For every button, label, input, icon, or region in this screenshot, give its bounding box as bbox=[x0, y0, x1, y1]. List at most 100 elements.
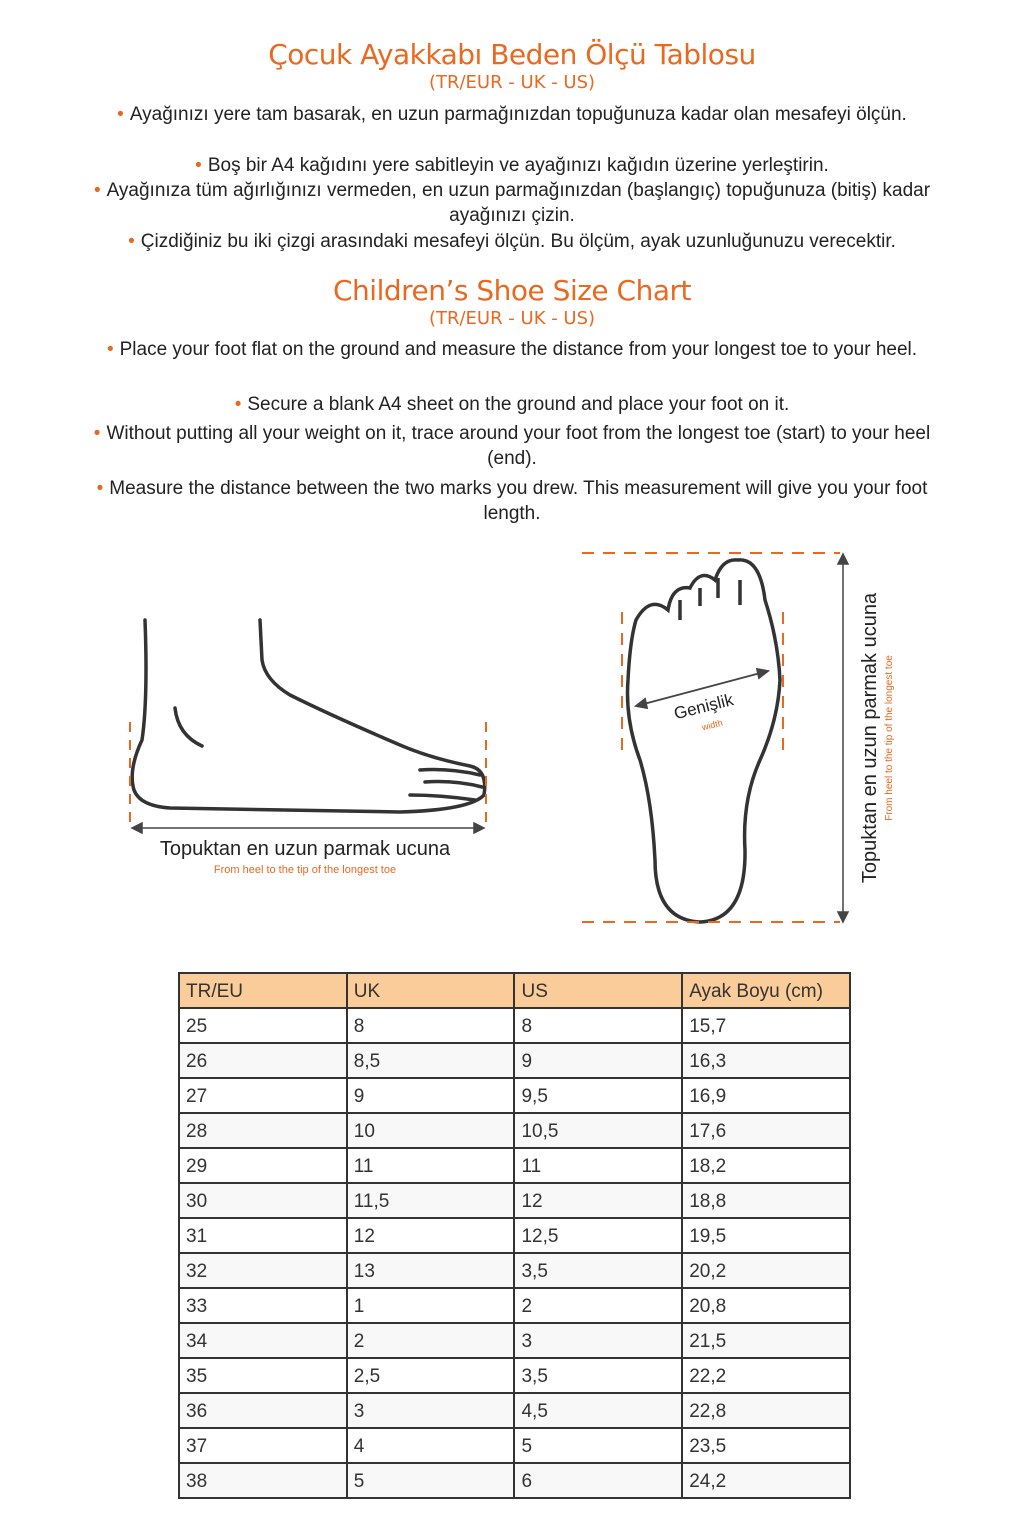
table-cell: 27 bbox=[178, 1077, 348, 1114]
table-cell: 15,7 bbox=[681, 1007, 851, 1044]
table-row: 38 5 6 24,2 bbox=[178, 1462, 851, 1499]
table-cell: 4,5 bbox=[513, 1392, 684, 1429]
table-cell: 25 bbox=[178, 1007, 348, 1044]
table-cell: 18,8 bbox=[681, 1182, 851, 1219]
table-row: 37 4 5 23,5 bbox=[178, 1427, 851, 1464]
table-cell: 16,3 bbox=[681, 1042, 851, 1079]
table-cell: 1 bbox=[345, 1287, 516, 1324]
tr-step-text: Boş bir A4 kağıdını yere sabitleyin ve a… bbox=[207, 155, 829, 176]
table-cell: 30 bbox=[178, 1182, 348, 1219]
table-cell: 9,5 bbox=[513, 1077, 684, 1114]
table-cell: 26 bbox=[178, 1042, 348, 1079]
table-cell: 3,5 bbox=[513, 1357, 684, 1394]
table-row: 33 1 2 20,8 bbox=[178, 1287, 851, 1324]
table-header-row: TR/EU UK US Ayak Boyu (cm) bbox=[178, 972, 851, 1009]
side-label: Topuktan en uzun parmak ucuna bbox=[159, 838, 451, 860]
tr-step-text: Çizdiğiniz bu iki çizgi arasındaki mesaf… bbox=[140, 231, 896, 252]
side-sublabel: From heel to the tip of the longest toe bbox=[213, 864, 397, 876]
table-cell: 12,5 bbox=[513, 1217, 684, 1254]
table-cell: 33 bbox=[178, 1287, 348, 1324]
table-row: 32 13 3,5 20,2 bbox=[178, 1252, 851, 1289]
table-cell: 18,2 bbox=[681, 1147, 851, 1184]
en-step: • Measure the distance between the two ma… bbox=[96, 478, 928, 524]
tr-step: • Çizdiğiniz bu iki çizgi arasındaki mesa… bbox=[128, 231, 896, 252]
width-sublabel: width bbox=[700, 718, 724, 733]
table-cell: 10,5 bbox=[513, 1112, 684, 1149]
table-cell: 29 bbox=[178, 1147, 348, 1184]
table-cell: 8 bbox=[513, 1007, 684, 1044]
width-arrow bbox=[633, 667, 771, 710]
table-cell: 37 bbox=[178, 1427, 348, 1464]
table-cell: 28 bbox=[178, 1112, 348, 1149]
table-cell: 35 bbox=[178, 1357, 348, 1394]
header-us: US bbox=[513, 972, 684, 1009]
sole-dashed-guides bbox=[582, 552, 840, 923]
table-cell: 20,2 bbox=[681, 1252, 851, 1289]
table-cell: 6 bbox=[513, 1462, 684, 1499]
tr-step-text: Ayağınızı yere tam basarak, en uzun parm… bbox=[129, 104, 907, 125]
en-step-text: Without putting all your weight on it, t… bbox=[106, 423, 931, 469]
table-cell: 12 bbox=[345, 1217, 516, 1254]
tr-title: Çocuk Ayakkabı Beden Ölçü Tablosu bbox=[268, 38, 756, 71]
tr-subtitle: (TR/EUR - UK - US) bbox=[428, 72, 596, 93]
size-table: TR/EU UK US Ayak Boyu (cm) 25 8 8 15,7 26 8,5… bbox=[178, 972, 851, 1499]
table-row: 36 3 4,5 22,8 bbox=[178, 1392, 851, 1429]
table-row: 26 8,5 9 16,3 bbox=[178, 1042, 851, 1079]
header-foot-length: Ayak Boyu (cm) bbox=[681, 972, 851, 1009]
width-label: Genişlik bbox=[672, 690, 736, 723]
table-row: 28 10 10,5 17,6 bbox=[178, 1112, 851, 1149]
table-row: 30 11,5 12 18,8 bbox=[178, 1182, 851, 1219]
table-cell: 11 bbox=[345, 1147, 516, 1184]
tr-step: • Ayağınızı yere tam basarak, en uzun par… bbox=[117, 104, 907, 125]
table-cell: 10 bbox=[345, 1112, 516, 1149]
sole-illustration bbox=[625, 558, 782, 924]
table-cell: 8 bbox=[345, 1007, 516, 1044]
table-cell: 2 bbox=[513, 1287, 684, 1324]
en-step-text: Secure a blank A4 sheet on the ground an… bbox=[247, 394, 790, 415]
table-cell: 16,9 bbox=[681, 1077, 851, 1114]
length-arrow bbox=[836, 552, 850, 924]
table-cell: 3 bbox=[513, 1322, 684, 1359]
table-cell: 5 bbox=[345, 1462, 516, 1499]
table-row: 31 12 12,5 19,5 bbox=[178, 1217, 851, 1254]
table-cell: 3,5 bbox=[513, 1252, 684, 1289]
tr-step: • Boş bir A4 kağıdını yere sabitleyin ve … bbox=[195, 155, 829, 176]
tr-step: • Ayağınıza tüm ağırlığınızı vermeden, en… bbox=[93, 180, 931, 226]
en-step-text: Measure the distance between the two mar… bbox=[109, 478, 928, 524]
table-cell: 21,5 bbox=[681, 1322, 851, 1359]
table-cell: 38 bbox=[178, 1462, 348, 1499]
table-cell: 17,6 bbox=[681, 1112, 851, 1149]
table-row: 35 2,5 3,5 22,2 bbox=[178, 1357, 851, 1394]
table-row: 29 11 11 18,2 bbox=[178, 1147, 851, 1184]
table-cell: 20,8 bbox=[681, 1287, 851, 1324]
table-cell: 22,8 bbox=[681, 1392, 851, 1429]
table-cell: 12 bbox=[513, 1182, 684, 1219]
en-step: • Place your foot flat on the ground and … bbox=[106, 339, 918, 360]
table-cell: 34 bbox=[178, 1322, 348, 1359]
table-cell: 3 bbox=[345, 1392, 516, 1429]
en-subtitle: (TR/EUR - UK - US) bbox=[428, 308, 596, 329]
table-cell: 19,5 bbox=[681, 1217, 851, 1254]
table-cell: 9 bbox=[345, 1077, 516, 1114]
side-foot-illustration bbox=[130, 618, 487, 814]
table-cell: 2 bbox=[345, 1322, 516, 1359]
table-cell: 4 bbox=[345, 1427, 516, 1464]
side-length-arrow bbox=[130, 821, 486, 835]
header-tr-eu: TR/EU bbox=[178, 972, 348, 1009]
length-label: Topuktan en uzun parmak ucuna bbox=[859, 592, 881, 883]
table-cell: 32 bbox=[178, 1252, 348, 1289]
header-uk: UK bbox=[345, 972, 516, 1009]
table-cell: 36 bbox=[178, 1392, 348, 1429]
table-cell: 11,5 bbox=[345, 1182, 516, 1219]
table-cell: 24,2 bbox=[681, 1462, 851, 1499]
table-cell: 11 bbox=[513, 1147, 684, 1184]
length-sublabel: From heel to the tip of the longest toe bbox=[884, 655, 895, 821]
table-cell: 8,5 bbox=[345, 1042, 516, 1079]
table-cell: 2,5 bbox=[345, 1357, 516, 1394]
table-cell: 9 bbox=[513, 1042, 684, 1079]
table-row: 27 9 9,5 16,9 bbox=[178, 1077, 851, 1114]
en-step: • Secure a blank A4 sheet on the ground a… bbox=[234, 394, 790, 415]
foot-diagrams: Genişlik width Topuktan en uzun parmak u… bbox=[129, 552, 895, 924]
table-cell: 22,2 bbox=[681, 1357, 851, 1394]
side-dashed-guides bbox=[129, 722, 487, 830]
